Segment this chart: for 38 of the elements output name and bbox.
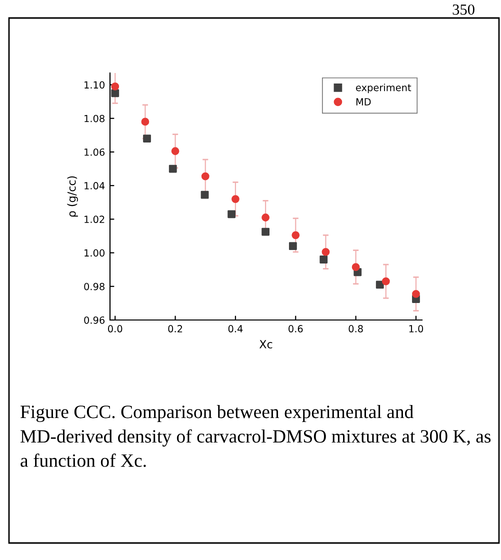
- point: [262, 228, 270, 236]
- y-tick-label: 1.02: [84, 216, 104, 224]
- text: Figure CCC. Comparison between experimental and MD-derived density of carvacrol-DMSO mixtures at 300 K, as a function of Xc.: [20, 405, 491, 467]
- point: [111, 89, 120, 98]
- point: [288, 242, 297, 250]
- point: [200, 190, 209, 199]
- x-tick-label: 0.0: [108, 325, 122, 332]
- point: [201, 172, 210, 180]
- point: [262, 214, 270, 222]
- x-tick-label: 0.2: [168, 325, 182, 332]
- point: [322, 248, 330, 256]
- x-axis-title: Xc: [259, 340, 272, 348]
- point: [320, 256, 328, 264]
- point: [412, 290, 420, 298]
- x-tick-label: 0.6: [288, 325, 303, 332]
- y-tick-label: 1.00: [84, 249, 104, 257]
- y-tick-label: 1.08: [84, 114, 104, 122]
- point: [376, 280, 384, 289]
- x-tick-label: 0.8: [348, 325, 363, 332]
- point: [232, 195, 240, 203]
- text: 350: [452, 4, 474, 15]
- point: [228, 210, 236, 218]
- y-axis-title: ρ (g/cc): [67, 176, 78, 217]
- point: [171, 147, 180, 156]
- x-tick-label: 0.4: [228, 325, 243, 332]
- y-tick-label: 1.06: [84, 148, 105, 156]
- point: [352, 263, 360, 272]
- y-tick-label: 1.04: [84, 182, 105, 190]
- y-tick-label: 0.98: [84, 282, 104, 290]
- legend-label: MD: [356, 98, 371, 106]
- y-tick-label: 0.96: [84, 316, 105, 324]
- legend-label: experiment: [356, 84, 412, 94]
- point: [292, 231, 300, 240]
- y-tick-label: 1.10: [84, 81, 104, 89]
- point: [111, 82, 120, 90]
- point: [141, 118, 150, 126]
- point: [382, 277, 390, 286]
- x-tick-label: 1.0: [409, 325, 424, 332]
